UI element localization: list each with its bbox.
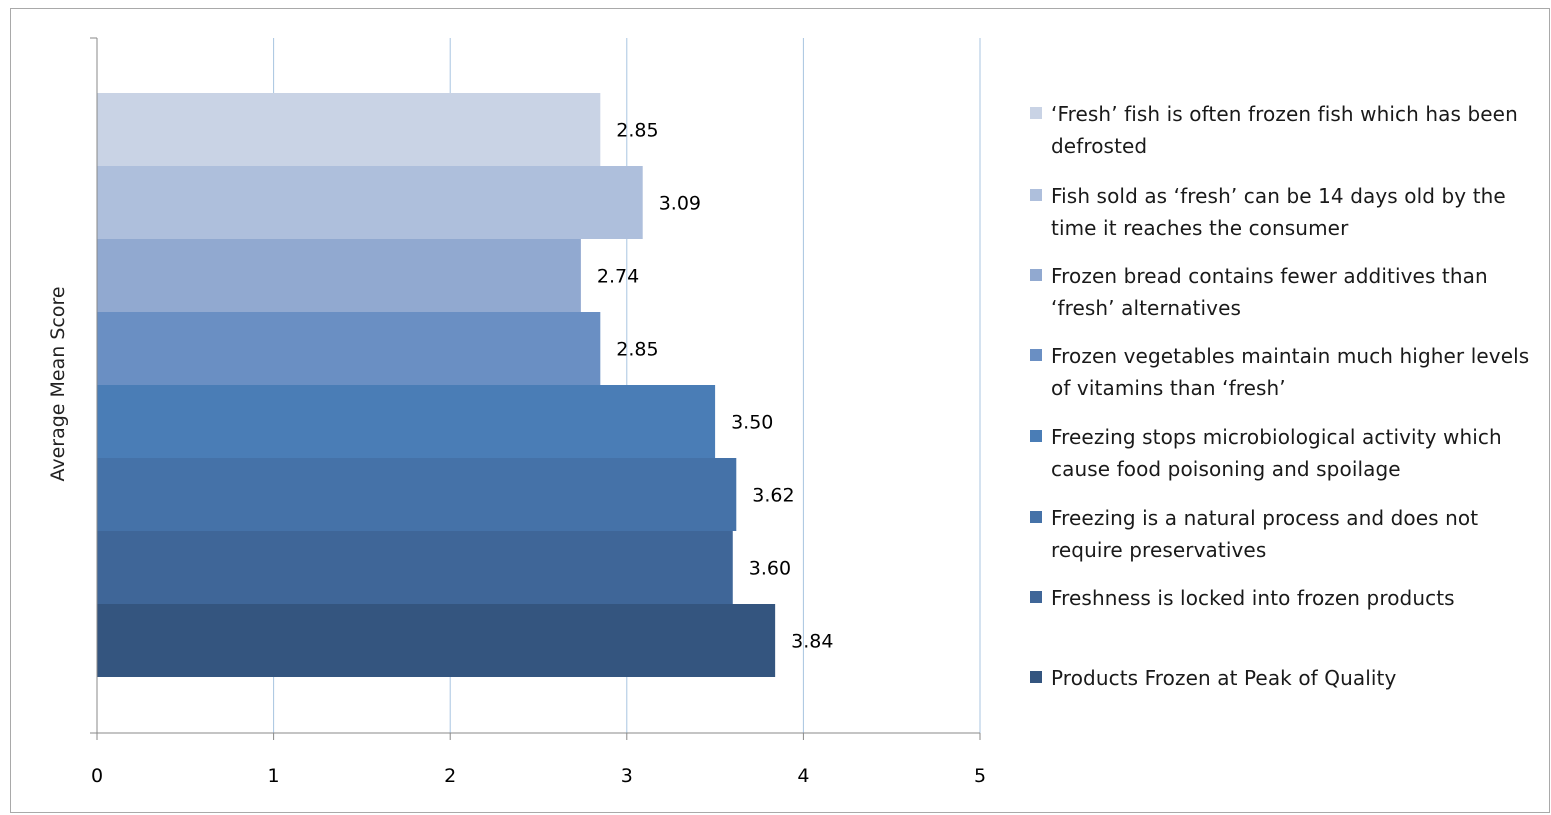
legend-label: Freezing stops microbiological activity … — [1051, 425, 1502, 481]
legend-swatch — [1030, 349, 1042, 361]
legend-label: Frozen bread contains fewer additives th… — [1051, 264, 1488, 320]
legend-item: Frozen vegetables maintain much higher l… — [1030, 340, 1541, 404]
legend-swatch — [1030, 511, 1042, 523]
data-label: 2.85 — [616, 339, 658, 361]
legend-swatch — [1030, 189, 1042, 201]
bar — [97, 458, 737, 531]
bar — [97, 93, 601, 166]
legend-item: Fish sold as ‘fresh’ can be 14 days old … — [1030, 180, 1541, 244]
x-tick-label: 4 — [797, 765, 809, 787]
legend-label: Frozen vegetables maintain much higher l… — [1051, 344, 1530, 400]
bar — [97, 166, 643, 239]
x-tick-label: 5 — [974, 765, 986, 787]
legend-item: Freezing stops microbiological activity … — [1030, 421, 1541, 485]
chart-frame — [10, 8, 1550, 813]
legend-label: Freshness is locked into frozen products — [1051, 586, 1455, 610]
data-label: 3.09 — [659, 193, 701, 215]
legend-swatch — [1030, 430, 1042, 442]
legend-item: Frozen bread contains fewer additives th… — [1030, 260, 1541, 324]
legend-label: Products Frozen at Peak of Quality — [1051, 666, 1397, 690]
legend-label: ‘Fresh’ fish is often frozen fish which … — [1051, 102, 1518, 158]
legend-swatch — [1030, 269, 1042, 281]
legend-item: ‘Fresh’ fish is often frozen fish which … — [1030, 98, 1541, 162]
bar — [97, 239, 581, 312]
bar — [97, 604, 776, 677]
data-label: 3.62 — [752, 485, 794, 507]
legend-swatch — [1030, 107, 1042, 119]
x-tick-label: 3 — [621, 765, 633, 787]
legend-label: Freezing is a natural process and does n… — [1051, 506, 1479, 562]
data-label: 3.84 — [791, 631, 833, 653]
bar — [97, 531, 733, 604]
legend-item: Products Frozen at Peak of Quality — [1030, 662, 1541, 694]
bar — [97, 312, 601, 385]
x-tick-label: 0 — [91, 765, 103, 787]
bar — [97, 385, 716, 458]
legend-label: Fish sold as ‘fresh’ can be 14 days old … — [1051, 184, 1506, 240]
legend-swatch — [1030, 671, 1042, 683]
legend-item: Freezing is a natural process and does n… — [1030, 502, 1541, 566]
legend-swatch — [1030, 591, 1042, 603]
x-tick-label: 2 — [444, 765, 456, 787]
y-axis-label: Average Mean Score — [47, 286, 69, 481]
data-label: 3.50 — [731, 412, 773, 434]
data-label: 2.74 — [597, 266, 639, 288]
x-tick-label: 1 — [268, 765, 280, 787]
legend-item: Freshness is locked into frozen products — [1030, 582, 1541, 614]
data-label: 2.85 — [616, 120, 658, 142]
data-label: 3.60 — [749, 558, 791, 580]
